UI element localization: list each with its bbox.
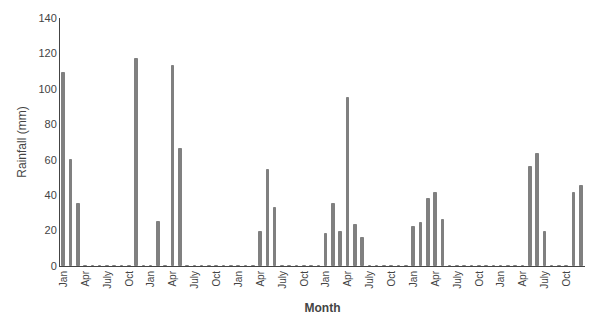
svg-text:Oct: Oct bbox=[211, 271, 222, 287]
svg-text:80: 80 bbox=[45, 118, 57, 130]
svg-text:120: 120 bbox=[38, 47, 56, 59]
svg-text:Apr: Apr bbox=[80, 270, 91, 286]
svg-text:Apr: Apr bbox=[517, 270, 528, 286]
svg-text:Jan: Jan bbox=[145, 271, 156, 287]
svg-text:Apr: Apr bbox=[255, 270, 266, 286]
svg-text:Apr: Apr bbox=[167, 270, 178, 286]
svg-text:Apr: Apr bbox=[430, 270, 441, 286]
svg-text:July: July bbox=[452, 271, 463, 289]
svg-text:Oct: Oct bbox=[299, 271, 310, 287]
svg-text:Jan: Jan bbox=[408, 271, 419, 287]
svg-text:Jan: Jan bbox=[320, 271, 331, 287]
svg-text:140: 140 bbox=[38, 12, 56, 24]
svg-text:100: 100 bbox=[38, 83, 56, 95]
svg-text:July: July bbox=[364, 271, 375, 289]
svg-text:0: 0 bbox=[51, 260, 57, 272]
svg-text:Oct: Oct bbox=[386, 271, 397, 287]
svg-text:Month: Month bbox=[305, 301, 341, 315]
svg-text:July: July bbox=[189, 271, 200, 289]
svg-text:Oct: Oct bbox=[124, 271, 135, 287]
svg-text:Oct: Oct bbox=[561, 271, 572, 287]
svg-text:20: 20 bbox=[45, 224, 57, 236]
svg-text:Rainfall (mm): Rainfall (mm) bbox=[15, 106, 29, 177]
svg-text:July: July bbox=[277, 271, 288, 289]
svg-text:Jan: Jan bbox=[58, 271, 69, 287]
svg-text:July: July bbox=[102, 271, 113, 289]
svg-text:Apr: Apr bbox=[342, 270, 353, 286]
svg-text:60: 60 bbox=[45, 154, 57, 166]
svg-text:40: 40 bbox=[45, 189, 57, 201]
svg-text:Jan: Jan bbox=[233, 271, 244, 287]
svg-text:Jan: Jan bbox=[495, 271, 506, 287]
svg-text:July: July bbox=[539, 271, 550, 289]
svg-text:Oct: Oct bbox=[474, 271, 485, 287]
